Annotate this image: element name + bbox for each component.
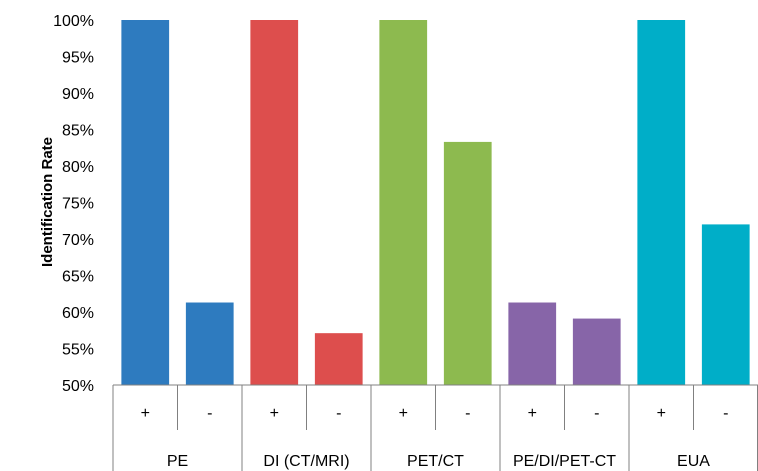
x-sub-tick-label: -: [465, 405, 470, 422]
bar: [701, 224, 750, 385]
x-sub-tick-label: +: [528, 405, 537, 422]
y-tick-label: 70%: [62, 232, 94, 249]
y-tick-label: 100%: [53, 13, 94, 30]
x-sub-tick-label: +: [270, 405, 279, 422]
x-sub-tick-label: -: [336, 405, 341, 422]
x-group-label: DI (CT/MRI): [263, 453, 349, 470]
x-sub-tick-label: +: [399, 405, 408, 422]
x-group-label: PE/DI/PET-CT: [513, 453, 616, 470]
bar: [121, 20, 170, 385]
y-tick-label: 95%: [62, 50, 94, 67]
bar: [572, 318, 621, 385]
bar: [250, 20, 299, 385]
y-tick-label: 55%: [62, 342, 94, 359]
bars: [121, 20, 750, 385]
y-tick-label: 85%: [62, 123, 94, 140]
bar: [637, 20, 686, 385]
y-tick-label: 80%: [62, 159, 94, 176]
y-tick-label: 50%: [62, 378, 94, 395]
y-tick-label: 90%: [62, 86, 94, 103]
x-sub-tick-label: -: [594, 405, 599, 422]
x-group-label: EUA: [677, 453, 710, 470]
y-tick-label: 75%: [62, 196, 94, 213]
bar: [314, 333, 363, 385]
bar: [508, 302, 557, 385]
y-tick-label: 65%: [62, 269, 94, 286]
bar: [185, 302, 234, 385]
bar: [379, 20, 428, 385]
x-sub-tick-label: -: [207, 405, 212, 422]
bar: [443, 141, 492, 385]
y-axis-label: Identification Rate: [39, 137, 56, 267]
y-ticks: 50% 55% 60% 65% 70% 75% 80% 85% 90% 95% 100%: [53, 13, 94, 395]
x-sub-tick-label: +: [657, 405, 666, 422]
y-tick-label: 60%: [62, 305, 94, 322]
x-axis: + - PE + - DI (CT/MRI) + - PET/CT + - PE/DI/PET-CT +…: [112, 384, 758, 471]
x-sub-tick-label: +: [141, 405, 150, 422]
x-group-label: PET/CT: [407, 453, 464, 470]
x-group-label: PE: [167, 453, 188, 470]
x-sub-tick-label: -: [723, 405, 728, 422]
